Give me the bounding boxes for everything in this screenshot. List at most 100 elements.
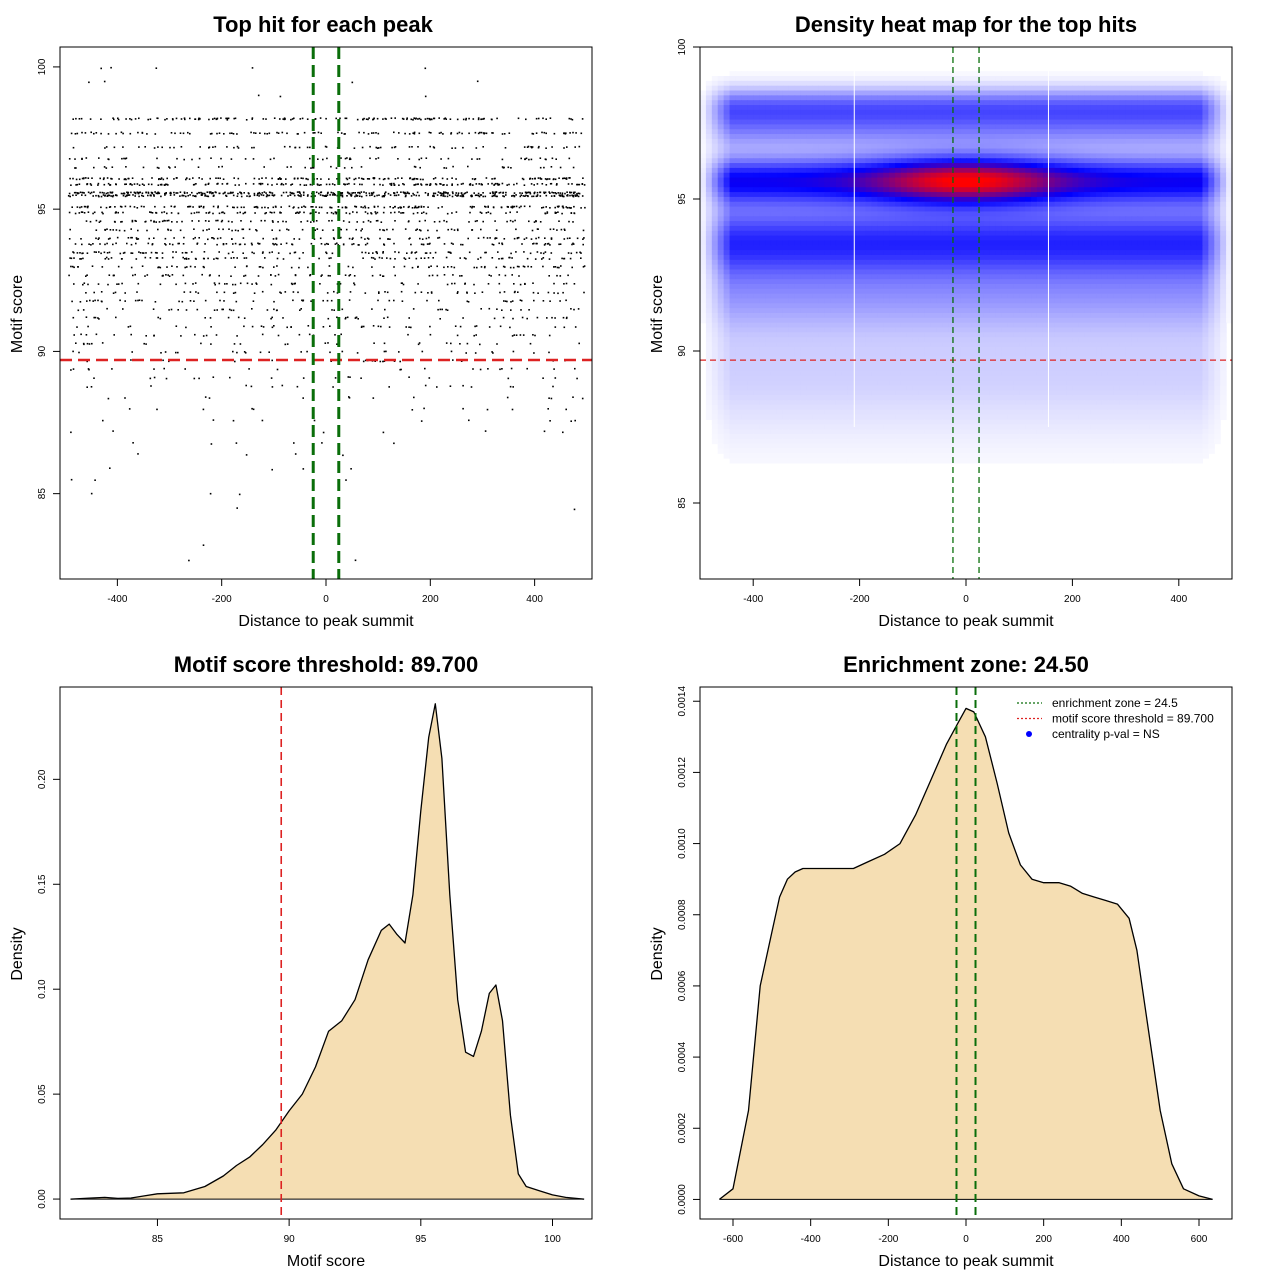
heatmap-cell — [735, 187, 742, 193]
heatmap-cell — [912, 119, 920, 125]
data-point — [72, 350, 74, 353]
data-point — [115, 194, 117, 197]
heatmap-cell — [1054, 163, 1062, 169]
data-point — [520, 299, 523, 302]
heatmap-cell — [794, 182, 802, 188]
heatmap-cell — [865, 76, 873, 82]
data-point — [310, 221, 312, 223]
data-point — [189, 300, 192, 302]
heatmap-cell — [1143, 71, 1150, 77]
heatmap-cell — [765, 90, 772, 96]
heatmap-cell — [1066, 95, 1073, 101]
data-point — [317, 158, 319, 160]
data-point — [504, 266, 506, 268]
data-point — [70, 478, 73, 481]
heatmap-cell — [1125, 153, 1133, 159]
heatmap-cell — [1036, 158, 1044, 164]
data-point — [233, 117, 235, 120]
data-point — [255, 282, 257, 284]
data-point — [536, 194, 539, 196]
heatmap-cell — [770, 85, 778, 92]
data-point — [577, 308, 580, 310]
data-point — [202, 408, 205, 411]
heatmap-cell — [1178, 119, 1186, 125]
data-point — [290, 192, 293, 195]
heatmap-cell — [729, 158, 737, 164]
heatmap-cell — [800, 114, 807, 121]
heatmap-cell — [871, 95, 878, 101]
heatmap-cell — [1178, 177, 1186, 184]
heatmap-cell — [983, 85, 991, 92]
data-point — [408, 257, 411, 259]
data-point — [569, 132, 571, 134]
data-point — [150, 385, 152, 387]
heatmap-cell — [1119, 71, 1127, 77]
heatmap-cell — [1226, 177, 1233, 184]
heatmap-cell — [1042, 100, 1050, 106]
data-point — [212, 192, 214, 194]
heatmap-cell — [883, 95, 890, 101]
heatmap-cell — [924, 114, 932, 121]
data-point — [438, 220, 441, 223]
data-point — [532, 243, 534, 245]
heatmap-cell — [717, 76, 725, 82]
data-point — [348, 274, 350, 277]
heatmap-cell — [1184, 109, 1192, 116]
data-point — [85, 177, 87, 179]
heatmap-cell — [971, 95, 979, 101]
heatmap-cell — [1048, 187, 1056, 193]
heatmap-cell — [1019, 109, 1026, 116]
heatmap-cell — [1113, 119, 1121, 125]
data-point — [518, 206, 521, 209]
heatmap-cell — [741, 119, 748, 125]
heatmap-cell — [912, 71, 920, 77]
heatmap-cell — [853, 148, 861, 154]
heatmap-cell — [1101, 129, 1109, 135]
heatmap-cell — [906, 105, 914, 111]
data-point — [253, 177, 256, 180]
heatmap-cell — [912, 163, 920, 169]
data-point — [363, 117, 365, 120]
data-point — [356, 195, 358, 197]
data-point — [562, 177, 564, 180]
heatmap-cell — [759, 182, 766, 188]
heatmap-cell — [1013, 76, 1020, 82]
heatmap-cell — [960, 158, 967, 164]
heatmap-cell — [1166, 158, 1174, 164]
heatmap-cell — [983, 129, 991, 135]
heatmap-cell — [794, 172, 802, 179]
heatmap-cell — [977, 100, 985, 106]
heatmap-cell — [924, 167, 932, 174]
data-point — [68, 211, 71, 214]
heatmap-cell — [930, 134, 938, 140]
heatmap-cell — [776, 80, 784, 87]
heatmap-cell — [1143, 90, 1150, 96]
heatmap-cell — [741, 187, 748, 193]
data-point — [496, 182, 499, 185]
heatmap-cell — [1054, 148, 1062, 154]
data-point — [362, 178, 365, 180]
data-point — [276, 257, 279, 260]
data-point — [264, 212, 266, 215]
data-point — [441, 206, 443, 208]
heatmap-cell — [989, 177, 997, 184]
data-point — [371, 274, 374, 277]
heatmap-cell — [1090, 90, 1097, 96]
heatmap-cell — [1078, 124, 1085, 130]
heatmap-cell — [1096, 90, 1103, 96]
data-point — [245, 119, 248, 121]
heatmap-cell — [853, 85, 861, 92]
data-point — [332, 229, 335, 231]
data-point — [528, 158, 530, 161]
data-point — [418, 194, 420, 197]
heatmap-cell — [1084, 100, 1091, 106]
data-point — [173, 206, 176, 208]
data-point — [422, 178, 424, 181]
heatmap-cell — [723, 85, 731, 92]
heatmap-cell — [1143, 124, 1150, 130]
data-point — [372, 132, 375, 134]
heatmap-cell — [1143, 76, 1150, 82]
heatmap-cell — [1119, 163, 1127, 169]
heatmap-cell — [1107, 76, 1115, 82]
data-point — [511, 300, 514, 302]
